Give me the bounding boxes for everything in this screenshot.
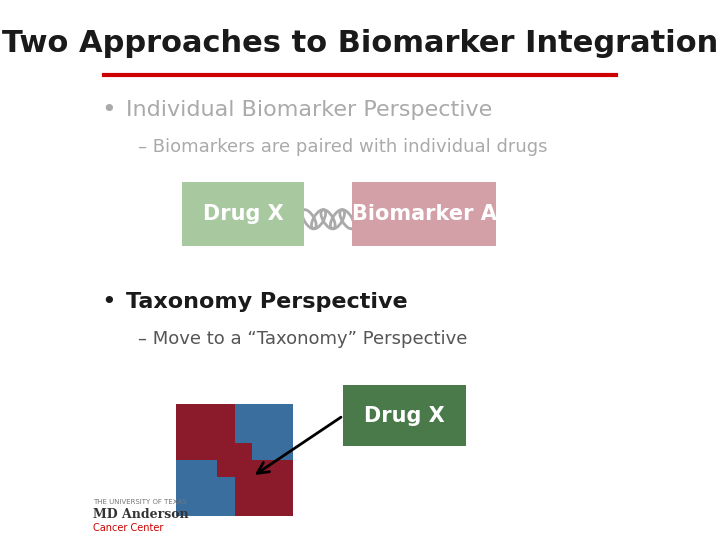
Text: Individual Biomarker Perspective: Individual Biomarker Perspective bbox=[127, 100, 492, 120]
Text: Drug X: Drug X bbox=[203, 204, 284, 224]
Bar bbox=[235, 460, 293, 516]
Text: Two Approaches to Biomarker Integration: Two Approaches to Biomarker Integration bbox=[2, 30, 718, 58]
FancyBboxPatch shape bbox=[351, 182, 496, 246]
Text: Taxonomy Perspective: Taxonomy Perspective bbox=[127, 292, 408, 312]
FancyArrowPatch shape bbox=[257, 417, 341, 473]
FancyBboxPatch shape bbox=[182, 182, 305, 246]
Bar bbox=[235, 403, 293, 460]
Text: •: • bbox=[102, 290, 116, 314]
Text: Biomarker A: Biomarker A bbox=[351, 204, 496, 224]
Bar bbox=[176, 460, 235, 516]
Text: – Move to a “Taxonomy” Perspective: – Move to a “Taxonomy” Perspective bbox=[138, 330, 467, 348]
Text: MD Anderson: MD Anderson bbox=[93, 508, 189, 521]
Text: Cancer Center: Cancer Center bbox=[93, 523, 163, 532]
Text: •: • bbox=[102, 98, 116, 122]
Bar bbox=[176, 403, 235, 460]
FancyBboxPatch shape bbox=[343, 385, 466, 447]
Text: Drug X: Drug X bbox=[364, 406, 445, 426]
Text: THE UNIVERSITY OF TEXAS: THE UNIVERSITY OF TEXAS bbox=[93, 500, 186, 505]
Bar bbox=[217, 443, 253, 477]
Text: – Biomarkers are paired with individual drugs: – Biomarkers are paired with individual … bbox=[138, 138, 547, 156]
